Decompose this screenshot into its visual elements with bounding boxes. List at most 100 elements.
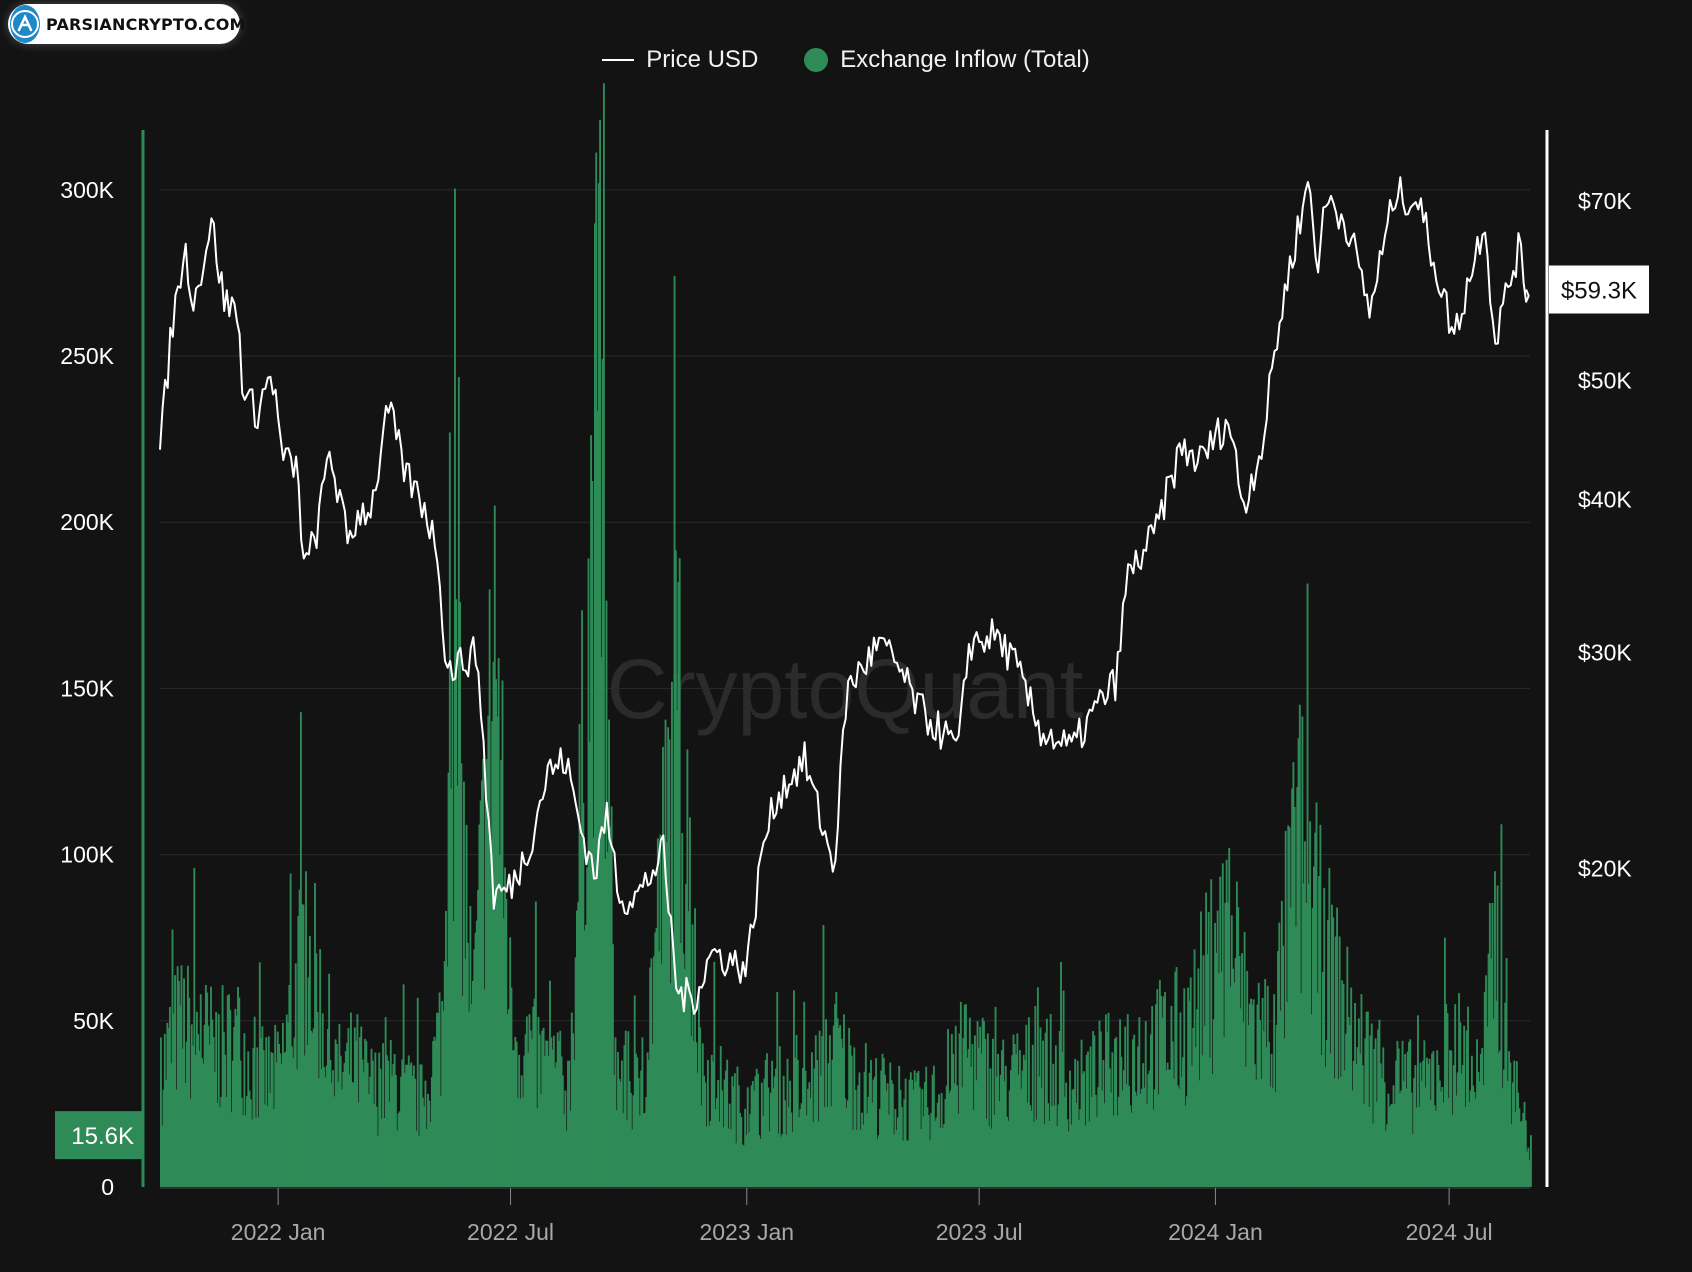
inflow-bar: [902, 1140, 905, 1187]
inflow-bar: [917, 1071, 920, 1187]
inflow-bar: [415, 1130, 418, 1187]
inflow-bar: [673, 275, 676, 1187]
inflow-bar: [632, 1095, 635, 1187]
inflow-bar: [285, 1014, 288, 1187]
inflow-bar: [1075, 1103, 1078, 1187]
inflow-bar: [1102, 1060, 1105, 1187]
inflow-bar: [835, 991, 838, 1187]
inflow-bar: [990, 1128, 993, 1187]
inflow-bar: [1418, 1106, 1421, 1187]
inflow-bar: [929, 1140, 931, 1187]
inflow-bar: [271, 1053, 274, 1187]
inflow-bar: [655, 927, 658, 1187]
inflow-bar: [949, 1090, 952, 1187]
inflow-bar: [676, 710, 679, 1187]
inflow-bar: [1420, 1080, 1423, 1187]
inflow-bar: [735, 1143, 738, 1187]
inflow-bar: [450, 788, 453, 1187]
inflow-bar: [1237, 907, 1240, 1187]
inflow-bar: [908, 1079, 911, 1187]
inflow-bar: [1402, 1081, 1405, 1187]
inflow-bar: [1175, 967, 1178, 1187]
inflow-bar: [1161, 1017, 1164, 1187]
inflow-bar: [1017, 1074, 1020, 1187]
inflow-bar: [845, 1107, 848, 1187]
inflow-bar: [364, 1038, 367, 1187]
inflow-bar: [1343, 1070, 1346, 1187]
inflow-bar: [873, 1076, 876, 1187]
inflow-bar: [1153, 1089, 1156, 1187]
inflow-bar: [260, 1038, 263, 1187]
inflow-bar: [193, 867, 196, 1187]
inflow-bar: [691, 924, 694, 1187]
inflow-bar: [1197, 968, 1200, 1187]
inflow-bar: [1351, 1090, 1354, 1187]
inflow-bar: [1336, 907, 1338, 1187]
inflow-bar: [1063, 1096, 1066, 1187]
inflow-bar: [1395, 1060, 1398, 1187]
x-tick-label: 2023 Jan: [699, 1219, 794, 1245]
inflow-bar: [380, 1118, 383, 1187]
inflow-bar: [1052, 1063, 1055, 1187]
inflow-bar: [962, 1038, 965, 1187]
inflow-bar: [220, 1096, 223, 1187]
inflow-bar: [468, 1011, 471, 1187]
inflow-bar: [697, 989, 700, 1187]
inflow-bar: [305, 871, 307, 1187]
inflow-bar: [968, 1017, 971, 1187]
inflow-bar: [590, 435, 593, 1188]
inflow-bar: [538, 1034, 541, 1187]
inflow-bar: [307, 977, 310, 1187]
inflow-bar: [505, 898, 508, 1187]
inflow-bar: [167, 1028, 170, 1187]
price-current-label: $59.3K: [1561, 278, 1637, 305]
inflow-bar: [175, 1089, 178, 1187]
inflow-bar: [723, 1079, 726, 1187]
inflow-bar: [1408, 1041, 1410, 1187]
legend-item-price[interactable]: Price USD: [602, 46, 758, 74]
inflow-bar: [610, 806, 613, 1187]
inflow-bar: [1193, 949, 1196, 1187]
inflow-bar: [914, 1081, 917, 1187]
inflow-bar: [1202, 955, 1205, 1187]
inflow-bar: [475, 920, 478, 1187]
inflow-bar: [1211, 1074, 1214, 1187]
inflow-bar: [754, 1076, 757, 1187]
inflow-bar: [221, 985, 224, 1187]
inflow-bar: [957, 1114, 960, 1187]
inflow-bar: [1327, 919, 1330, 1187]
inflow-bar: [1033, 1121, 1035, 1187]
inflow-bar: [351, 1081, 354, 1187]
dot-marker-icon: [804, 48, 829, 72]
legend-item-inflow[interactable]: Exchange Inflow (Total): [804, 46, 1090, 74]
inflow-bar: [696, 1072, 699, 1187]
inflow-bar: [342, 1071, 345, 1187]
inflow-bar: [525, 1016, 528, 1187]
inflow-bar: [427, 1093, 429, 1187]
inflow-bar: [623, 1045, 626, 1187]
brand-badge[interactable]: PARSIANCRYPTO.COM: [8, 4, 245, 44]
inflow-bar: [1379, 1063, 1382, 1187]
inflow-bar: [782, 1075, 785, 1187]
inflow-bar: [678, 558, 681, 1187]
inflow-bar: [993, 1115, 996, 1187]
inflow-bar: [501, 680, 504, 1187]
inflow-bar: [569, 1110, 572, 1187]
inflow-bar: [585, 924, 587, 1187]
inflow-bar: [179, 1005, 182, 1187]
inflow-bar: [1305, 902, 1308, 1187]
inflow-bar: [832, 1025, 835, 1187]
inflow-bar: [976, 1021, 979, 1187]
inflow-bar: [1396, 1040, 1399, 1187]
inflow-bar: [316, 1011, 319, 1187]
inflow-bar: [1269, 1086, 1272, 1187]
inflow-bar: [384, 1017, 387, 1187]
inflow-bar: [1283, 1038, 1286, 1187]
inflow-bar: [441, 1001, 444, 1187]
inflow-bar: [561, 1075, 564, 1187]
inflow-bar: [1287, 825, 1290, 1187]
inflow-bar: [213, 1072, 216, 1187]
inflow-bar: [859, 1129, 862, 1187]
inflow-bar: [237, 986, 239, 1187]
inflow-bar: [798, 1117, 801, 1187]
